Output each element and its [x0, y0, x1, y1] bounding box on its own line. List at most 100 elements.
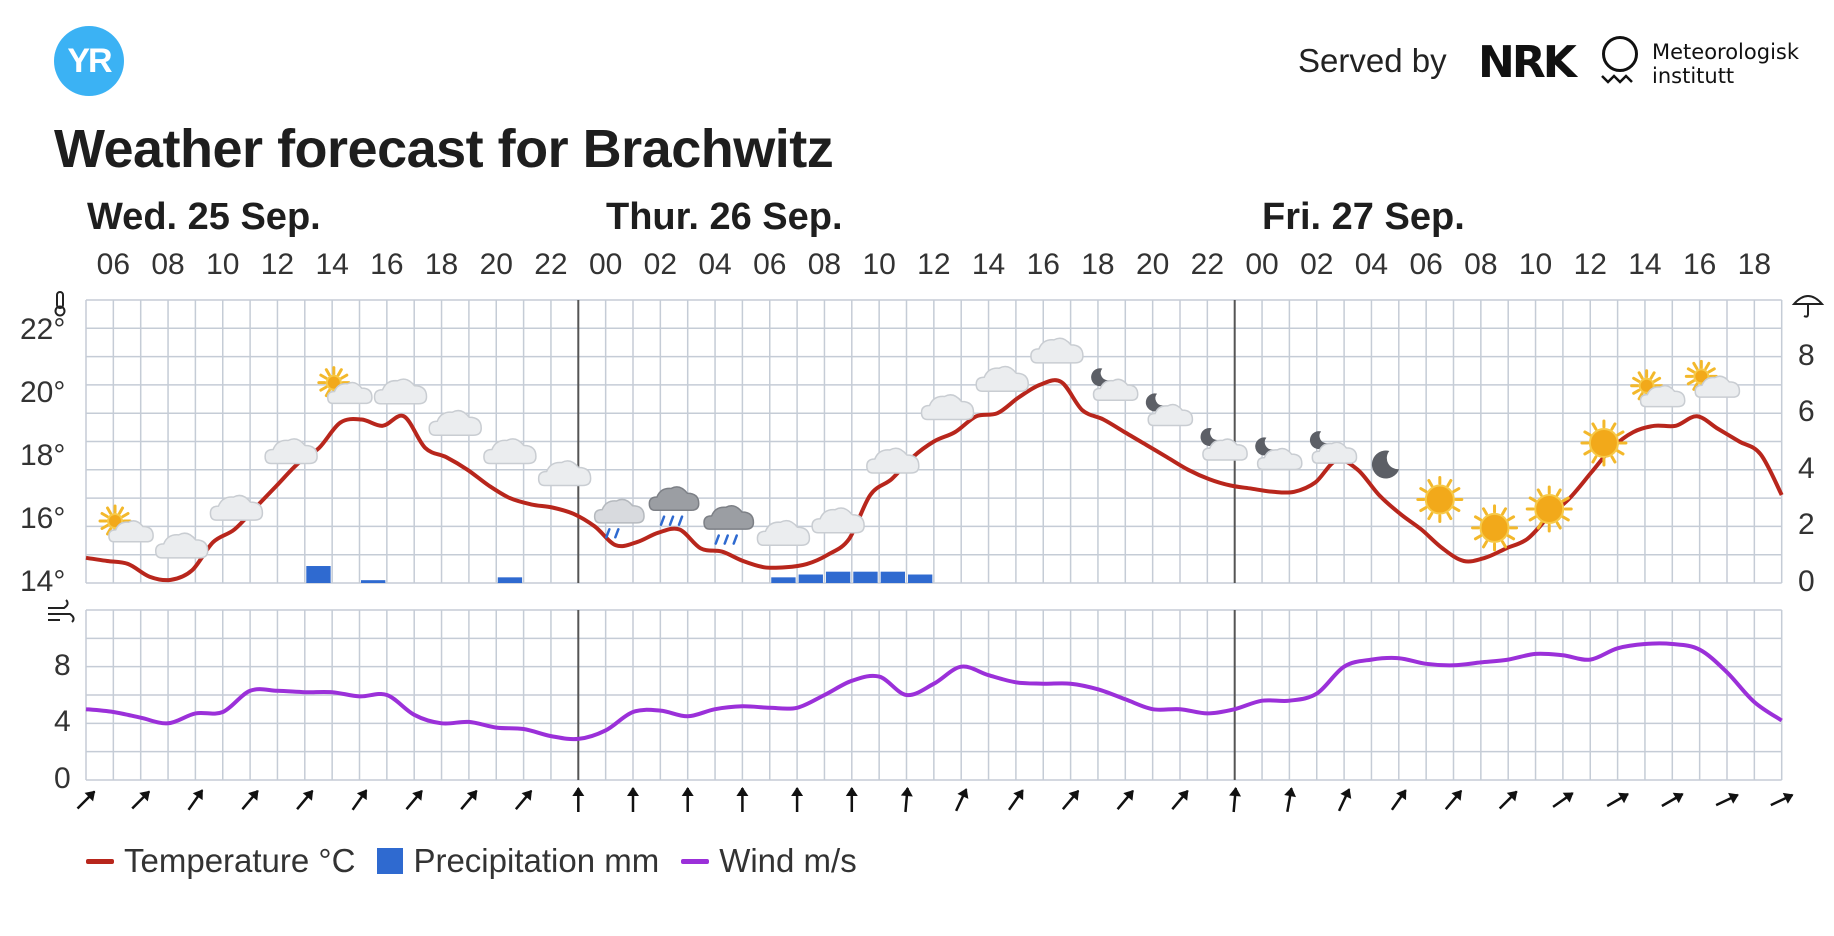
met-line2: institutt: [1652, 64, 1735, 88]
partly-cloudy-day-icon: [1684, 359, 1741, 398]
arrow-head: [302, 790, 314, 801]
hour-label: 18: [1081, 248, 1115, 281]
sun-ray: [1686, 367, 1696, 374]
legend-wind-label: Wind m/s: [719, 842, 857, 879]
raindrop: [714, 534, 720, 545]
sun-ray: [1692, 361, 1699, 371]
arrow-head: [681, 787, 694, 796]
hour-label: 08: [807, 248, 842, 281]
sun-ray: [106, 527, 113, 536]
cloud-shape: [648, 486, 700, 512]
sun-ray: [1473, 515, 1483, 522]
hour-label: 14: [315, 248, 349, 281]
served-by-label: Served by: [1298, 42, 1447, 79]
cloudy-icon: [811, 507, 865, 534]
sun-ray: [1652, 376, 1662, 383]
wind-tick-label: 8: [54, 648, 71, 682]
wind-arrow-icon: [1498, 790, 1518, 810]
hour-label: 16: [1026, 248, 1060, 281]
sun-ray: [121, 511, 130, 518]
hour-label: 12: [260, 248, 295, 281]
arrow-head: [1396, 789, 1407, 801]
yr-logo: YR: [54, 26, 124, 96]
cloud-shape: [975, 365, 1029, 392]
arrow-head: [1229, 787, 1242, 797]
met-wave-icon: [1601, 74, 1633, 84]
arrow-head: [791, 787, 804, 796]
partly-cloudy-day-icon: [98, 504, 154, 543]
sun-disc: [1424, 484, 1455, 515]
temperature-tick-label: 20°: [20, 376, 66, 410]
day-label-wed: Wed. 25 Sep.: [87, 196, 321, 238]
sun-ray: [324, 388, 331, 398]
raindrop: [659, 515, 666, 526]
precipitation-tick-label: 4: [1798, 451, 1815, 485]
cloud-shape: [593, 498, 645, 524]
partly-cloudy-night-icon: [1091, 368, 1139, 402]
hour-label: 04: [698, 248, 732, 281]
legend-temperature-label: Temperature °C: [124, 842, 356, 879]
moon-shape: [1200, 427, 1219, 446]
wind-arrow-icon: [1444, 790, 1463, 810]
precipitation-bar: [908, 574, 933, 583]
wind-arrow-icon: [1552, 792, 1574, 808]
precipitation-bar: [880, 571, 905, 583]
sun-ray: [106, 506, 113, 515]
umbrella-handle: [1803, 304, 1809, 318]
wind-arrow-icon: [572, 787, 585, 812]
temperature-tick-label: 18°: [20, 439, 66, 473]
cloud-shape: [866, 447, 920, 474]
wind-arrow-icon: [627, 787, 639, 812]
wind-arrow-icon: [845, 787, 858, 812]
sun-ray: [1637, 371, 1644, 380]
wind-arrow-icon: [736, 787, 749, 812]
arrow-head: [1284, 787, 1297, 798]
cloudy-icon: [975, 365, 1029, 392]
precipitation-tick-label: 6: [1798, 395, 1815, 429]
arrow-head: [521, 790, 532, 801]
arrow-head: [900, 787, 913, 797]
hour-label: 10: [1518, 248, 1553, 281]
wind-arrow-icon: [76, 790, 96, 810]
sun-ray: [1692, 382, 1699, 391]
precipitation-bar: [853, 571, 878, 583]
cloud-shape: [1030, 337, 1084, 364]
cloudy-icon: [1030, 337, 1084, 364]
sun-ray: [1528, 496, 1537, 503]
sun-icon: [1416, 476, 1464, 524]
arrow-head: [466, 790, 478, 801]
hour-label: 00: [1245, 248, 1279, 281]
raindrop: [732, 534, 738, 545]
sun-ray: [1649, 371, 1656, 380]
wind-tick-label: 0: [54, 762, 71, 795]
wind-arrow-icon: [296, 790, 314, 810]
wind-arrow-icon: [1715, 792, 1739, 807]
arrow-head: [192, 789, 203, 801]
sun-ray: [1482, 507, 1489, 516]
umbrella-canopy: [1791, 295, 1825, 305]
light-rain-icon: [593, 498, 645, 539]
partly-cloudy-night-icon: [1145, 393, 1194, 427]
sun-ray: [1528, 515, 1537, 522]
sun-disc: [1534, 493, 1565, 524]
temperature-grid: [85, 299, 1783, 584]
wind-arrow-icon: [351, 789, 368, 811]
wind-arrow-icon: [1337, 788, 1352, 812]
sun-ray: [1452, 487, 1461, 494]
sun-ray: [340, 373, 349, 380]
arrow-head: [845, 787, 858, 796]
weather-symbols: [98, 337, 1741, 559]
cloudy-icon: [154, 532, 209, 559]
cloud-shape: [811, 507, 865, 534]
moon-shape: [1255, 437, 1273, 456]
cloudy-icon: [483, 438, 537, 465]
cloudy-icon: [428, 409, 482, 436]
precipitation-tick-label: 2: [1798, 508, 1815, 542]
sun-ray: [1632, 376, 1641, 383]
sun-ray: [1506, 515, 1516, 522]
cloud-shape: [264, 438, 318, 465]
hour-label: 22: [1190, 248, 1225, 281]
cloud-shape: [483, 438, 537, 465]
hour-label: 06: [1409, 248, 1443, 281]
sun-ray: [319, 385, 328, 392]
